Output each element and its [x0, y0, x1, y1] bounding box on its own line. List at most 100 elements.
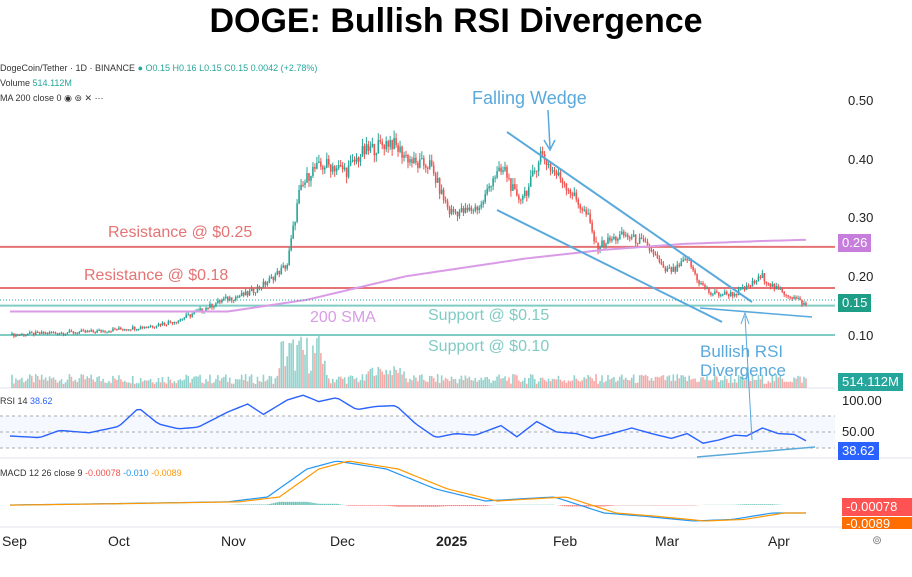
- candle: [434, 173, 437, 183]
- volume-bar: [425, 381, 427, 388]
- volume-bar: [278, 368, 281, 388]
- candle: [569, 189, 572, 194]
- candle: [446, 201, 449, 208]
- volume-bar: [199, 374, 201, 388]
- macd-histogram-bar: [739, 504, 742, 505]
- macd-histogram-bar: [478, 505, 481, 507]
- wedge-lower-line: [496, 209, 723, 323]
- macd-histogram-bar: [436, 505, 439, 507]
- candle: [700, 283, 702, 285]
- candle: [19, 334, 21, 336]
- volume-bar: [581, 380, 584, 388]
- candle: [149, 325, 152, 327]
- candle: [763, 273, 766, 282]
- macd-histogram-bar: [300, 501, 302, 505]
- candle: [223, 298, 225, 301]
- candle: [579, 204, 582, 209]
- close-icon[interactable]: ✕: [84, 93, 93, 103]
- volume-bar: [175, 383, 178, 388]
- candle: [432, 165, 435, 174]
- macd-histogram-bar: [472, 505, 475, 507]
- candle: [329, 164, 332, 172]
- candle: [805, 302, 807, 306]
- volume-bar: [668, 375, 671, 388]
- candle: [712, 294, 714, 296]
- macd-label: MACD 12 26 close 9: [0, 468, 83, 478]
- volume-bar: [563, 380, 566, 388]
- candle: [603, 240, 605, 247]
- macd-histogram-bar: [282, 501, 285, 505]
- volume-bar: [718, 382, 720, 388]
- candle: [670, 267, 673, 272]
- candle: [506, 166, 508, 178]
- macd-histogram-bar: [266, 504, 269, 505]
- volume-bar: [401, 374, 403, 388]
- volume-bar: [288, 343, 290, 388]
- macd-histogram-bar: [399, 505, 401, 507]
- volume-bar: [355, 377, 358, 388]
- candle: [444, 200, 447, 202]
- candle: [452, 209, 455, 212]
- volume-bar: [17, 380, 19, 388]
- macd-histogram-bar: [407, 505, 409, 507]
- macd-histogram-bar: [393, 505, 395, 507]
- eye-icon[interactable]: ◉: [64, 93, 72, 103]
- volume-bar: [708, 380, 710, 388]
- candle: [256, 286, 259, 293]
- volume-bar: [211, 383, 213, 388]
- candle: [355, 157, 358, 162]
- volume-bar: [163, 382, 166, 388]
- settings-icon[interactable]: ⊚: [872, 533, 883, 547]
- candle: [377, 140, 380, 154]
- volume-bar: [587, 375, 589, 388]
- volume-bar: [147, 380, 150, 388]
- settings-icon[interactable]: ⊚: [74, 93, 82, 103]
- candle: [308, 173, 310, 181]
- more-icon[interactable]: ···: [94, 93, 104, 103]
- candle: [581, 208, 584, 211]
- volume-bar: [244, 374, 247, 388]
- volume-bar: [783, 381, 785, 388]
- macd-histogram-bar: [260, 504, 263, 505]
- volume-bar: [535, 383, 538, 388]
- volume-bar: [314, 353, 316, 388]
- volume-bar: [773, 381, 776, 388]
- candle: [288, 250, 290, 265]
- candle: [205, 307, 207, 312]
- candle: [498, 167, 500, 172]
- candle: [662, 264, 665, 268]
- wedge-arrow: [547, 109, 551, 149]
- volume-bar: [50, 378, 53, 388]
- macd-histogram-bar: [761, 504, 764, 505]
- macd-histogram-bar: [468, 505, 471, 507]
- candle: [116, 329, 118, 331]
- volume-bar: [254, 383, 257, 388]
- volume-bar: [108, 380, 110, 388]
- candle: [419, 159, 421, 168]
- candle: [401, 146, 403, 158]
- volume-bar: [173, 381, 176, 388]
- candle: [114, 328, 116, 330]
- macd-signal-value: -0.0089: [151, 468, 182, 478]
- volume-bar: [617, 380, 619, 388]
- price-tick: 0.40: [848, 152, 874, 167]
- time-tick: Dec: [330, 533, 355, 549]
- volume-bar: [553, 379, 556, 388]
- volume-bar: [112, 375, 114, 388]
- volume-bar: [411, 380, 413, 388]
- ma-legend[interactable]: MA 200 close 0 ◉ ⊚ ✕ ···: [0, 93, 104, 104]
- candle: [284, 265, 287, 269]
- volume-bar: [520, 382, 522, 388]
- macd-histogram-bar: [458, 505, 461, 507]
- volume-bar: [571, 380, 574, 388]
- candle: [296, 203, 298, 222]
- candle: [68, 330, 71, 333]
- candle: [98, 329, 100, 331]
- volume-bar: [167, 376, 170, 388]
- volume-bar: [801, 382, 803, 388]
- volume-bar: [161, 377, 164, 388]
- candle: [761, 273, 764, 278]
- macd-histogram-bar: [389, 505, 391, 507]
- macd-histogram-bar: [308, 502, 310, 505]
